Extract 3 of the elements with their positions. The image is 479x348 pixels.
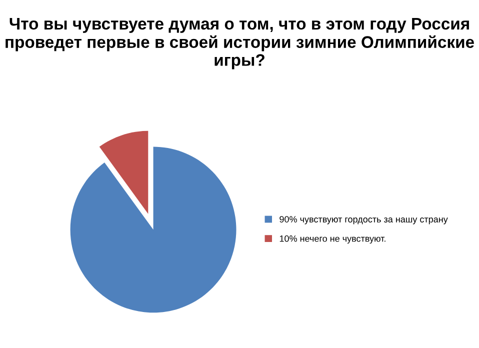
- legend-label: 10% нечего не чувствуют.: [280, 235, 386, 244]
- chart-title: Что вы чувствуете думая о том, что в этом году Россия проведет первые в своей истории зимние Олимпийские игры?: [6, 18, 474, 70]
- legend-label: 90% чувствуют гордость за нашу страну: [280, 216, 448, 224]
